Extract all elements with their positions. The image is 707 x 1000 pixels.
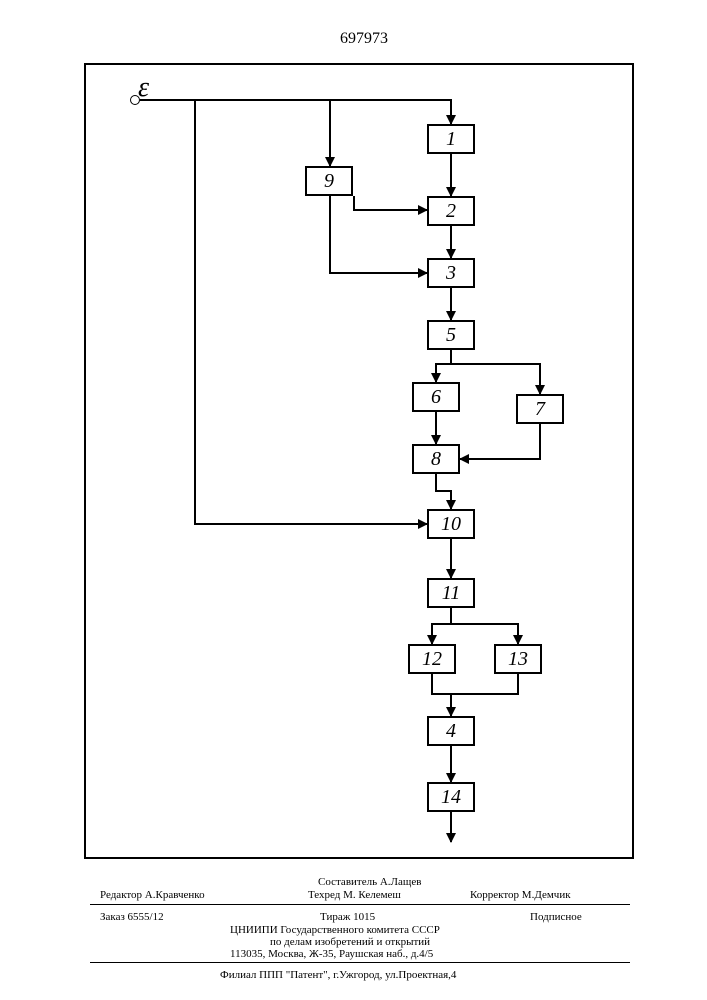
node-1: 1 — [427, 124, 475, 154]
footer-divider-1 — [90, 904, 630, 905]
arrow-7-8 — [459, 454, 469, 464]
arrow-14-out — [446, 833, 456, 843]
edge-12-4h — [431, 693, 452, 695]
edge-5-7h — [450, 363, 539, 365]
doc-number: 697973 — [340, 30, 388, 48]
edge-9-3v — [329, 196, 331, 273]
footer-order: Заказ 6555/12 — [100, 910, 164, 924]
footer-editor: Редактор А.Кравченко — [100, 888, 205, 902]
edge-to-10v — [194, 99, 196, 524]
edge-11-12v — [450, 608, 452, 623]
node-9: 9 — [305, 166, 353, 196]
edge-to-9v — [329, 99, 331, 166]
footer-subscription: Подписное — [530, 910, 582, 924]
edge-9-3h — [329, 272, 427, 274]
node-13: 13 — [494, 644, 542, 674]
edge-11-12h — [431, 623, 452, 625]
edge-7-8h — [460, 458, 541, 460]
edge-9-2h — [353, 209, 427, 211]
node-10: 10 — [427, 509, 475, 539]
node-11: 11 — [427, 578, 475, 608]
edge-7-8v — [539, 424, 541, 459]
node-6: 6 — [412, 382, 460, 412]
footer-address: 113035, Москва, Ж-35, Раушская наб., д.4… — [230, 947, 433, 961]
node-8: 8 — [412, 444, 460, 474]
footer-branch: Филиал ППП "Патент", г.Ужгород, ул.Проек… — [220, 968, 456, 982]
edge-13-4v — [517, 674, 519, 693]
edge-12-4v — [431, 674, 433, 693]
node-5: 5 — [427, 320, 475, 350]
edge-9-2v — [353, 196, 355, 211]
node-12: 12 — [408, 644, 456, 674]
node-2: 2 — [427, 196, 475, 226]
diagram-frame — [84, 63, 634, 859]
page: 697973 ε — [0, 0, 707, 1000]
footer-corrector: Корректор М.Демчик — [470, 888, 571, 902]
footer-divider-2 — [90, 962, 630, 963]
node-3: 3 — [427, 258, 475, 288]
node-4: 4 — [427, 716, 475, 746]
edge-13-4h — [450, 693, 519, 695]
node-14: 14 — [427, 782, 475, 812]
edge-11-13h — [450, 623, 518, 625]
footer-techred: Техред М. Келемеш — [308, 888, 401, 902]
edge-to-10h — [194, 523, 427, 525]
node-7: 7 — [516, 394, 564, 424]
edge-input-h — [140, 99, 452, 101]
